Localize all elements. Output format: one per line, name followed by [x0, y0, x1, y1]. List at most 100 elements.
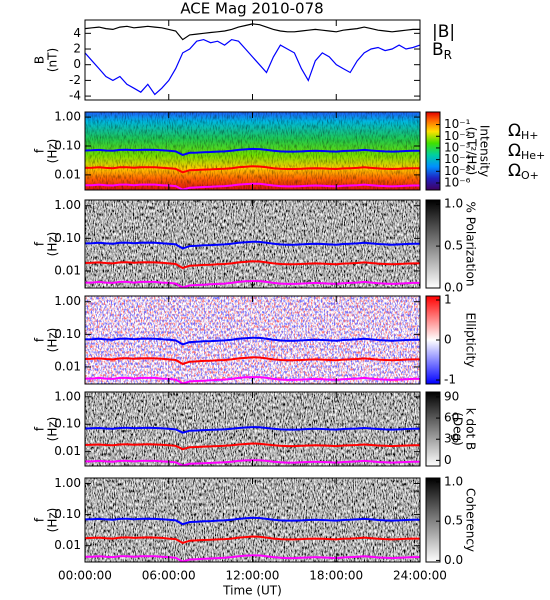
colorbar-tick-label: 0.0	[444, 281, 463, 295]
colorbar-tick-label: 1	[444, 293, 452, 307]
gyrofrequency-line	[85, 280, 420, 288]
chart-title: ACE Mag 2010-078	[180, 0, 323, 18]
data-line	[84, 23, 420, 41]
colorbar-tick-label: 10⁻¹	[444, 117, 471, 131]
y-tick-label: 0.01	[54, 359, 81, 373]
colorbar-tick-label: -1	[444, 373, 456, 387]
y-tick-label: 4	[73, 26, 81, 40]
colorbar-tick-label: 0.5	[444, 239, 463, 253]
y-tick-label: -4	[69, 89, 81, 103]
gyrofrequency-line	[85, 182, 420, 190]
colorbar	[425, 477, 441, 563]
gyrofrequency-line	[85, 516, 420, 526]
colorbar-label: Intensity	[478, 125, 492, 177]
x-axis-label: Time (UT)	[222, 584, 282, 598]
legend-label: |B|	[432, 22, 455, 42]
colorbar-unit: (Deg)	[451, 412, 465, 446]
spectrogram-texture	[85, 296, 420, 384]
gyrofrequency-line	[85, 356, 420, 366]
y-tick-label: 0.01	[54, 538, 81, 552]
spectrogram-texture	[85, 478, 420, 562]
x-tick-label: 06:00:00	[142, 569, 196, 583]
y-axis-unit: (nT)	[46, 48, 60, 72]
y-axis-label: f	[33, 148, 47, 153]
y-tick-label: 1.00	[54, 110, 81, 124]
y-tick-label: 0.10	[54, 507, 81, 521]
legend-entry: ΩH+	[508, 121, 539, 142]
legend-subscript: O+	[521, 169, 539, 182]
colorbar-label: Coherency	[464, 488, 478, 552]
legend-subscript: H+	[521, 129, 539, 142]
colorbar-tick-label: 60	[444, 411, 459, 425]
legend-label: B	[432, 40, 444, 60]
gyrofrequency-line	[85, 260, 420, 270]
x-tick-label: 00:00:00	[58, 569, 112, 583]
y-tick-label: 1.00	[54, 389, 81, 403]
y-tick-label: 0.01	[54, 444, 81, 458]
legend-subscript: R	[444, 48, 452, 62]
data-line	[84, 38, 421, 96]
legend-symbol: Ω	[508, 121, 521, 141]
y-axis-label: f	[33, 517, 47, 522]
colorbar-tick-label: 0.5	[444, 514, 463, 528]
y-axis-unit: (Hz)	[46, 232, 60, 257]
y-tick-label: 0.10	[54, 327, 81, 341]
colorbar-label: k dot B	[464, 408, 478, 450]
y-axis-label: f	[33, 426, 47, 431]
colorbar	[425, 199, 441, 289]
colorbar-tick-label: 90	[444, 389, 459, 403]
legend-subscript: He+	[521, 149, 545, 162]
y-tick-label: 0.10	[54, 231, 81, 245]
gyrofrequency-line	[85, 554, 420, 562]
gyrofrequency-line	[85, 442, 420, 451]
y-axis-unit: (Hz)	[46, 417, 60, 442]
y-tick-label: 1.00	[54, 198, 81, 212]
colorbar-label: Ellipticity	[464, 313, 478, 368]
y-tick-label: -2	[69, 73, 81, 87]
y-tick-label: 1.00	[54, 476, 81, 490]
colorbar-tick-label: 10⁻⁵	[444, 164, 471, 178]
legend-entry: |B|	[432, 22, 455, 42]
colorbar-tick-label: 1.0	[444, 197, 463, 211]
gyrofrequency-line	[85, 165, 420, 174]
y-axis-unit: (Hz)	[46, 328, 60, 353]
legend-entry: BR	[432, 40, 452, 62]
spectrogram-texture	[85, 112, 420, 190]
colorbar-tick-label: 10⁻⁴	[444, 152, 471, 166]
gyrofrequency-line	[85, 240, 420, 250]
y-tick-label: 1.00	[54, 294, 81, 308]
legend-entry: ΩHe+	[508, 141, 545, 162]
y-tick-label: 2	[73, 42, 81, 56]
y-axis-label: f	[33, 337, 47, 342]
y-axis-unit: (Hz)	[46, 139, 60, 164]
gyrofrequency-line	[85, 535, 420, 544]
x-tick-label: 24:00:00	[393, 569, 447, 583]
colorbar	[425, 111, 441, 191]
gyrofrequency-line	[85, 426, 420, 434]
gyrofrequency-line	[85, 147, 420, 156]
colorbar	[425, 391, 441, 467]
y-tick-label: 0.10	[54, 417, 81, 431]
y-tick-label: 0.01	[54, 167, 81, 181]
colorbar-tick-label: 0	[444, 333, 452, 347]
x-tick-label: 18:00:00	[309, 569, 363, 583]
y-tick-label: 0	[73, 57, 81, 71]
plot-frame	[84, 19, 421, 101]
y-axis-label: f	[33, 241, 47, 246]
gyrofrequency-line	[85, 376, 420, 384]
legend-symbol: Ω	[508, 161, 521, 181]
y-axis-unit: (Hz)	[46, 508, 60, 533]
y-tick-label: 0.10	[54, 138, 81, 152]
colorbar-unit: (nT²/Hz)	[465, 127, 479, 175]
colorbar-tick-label: 10⁻³	[444, 140, 471, 154]
colorbar-tick-label: 0	[444, 453, 452, 467]
x-tick-label: 12:00:00	[226, 569, 280, 583]
colorbar-tick-label: 10⁻⁶	[444, 175, 471, 189]
y-tick-label: 0.01	[54, 263, 81, 277]
legend-symbol: Ω	[508, 141, 521, 161]
gyrofrequency-line	[85, 336, 420, 346]
colorbar-label: % Polarization	[464, 202, 478, 287]
spectrogram-texture	[85, 200, 420, 288]
